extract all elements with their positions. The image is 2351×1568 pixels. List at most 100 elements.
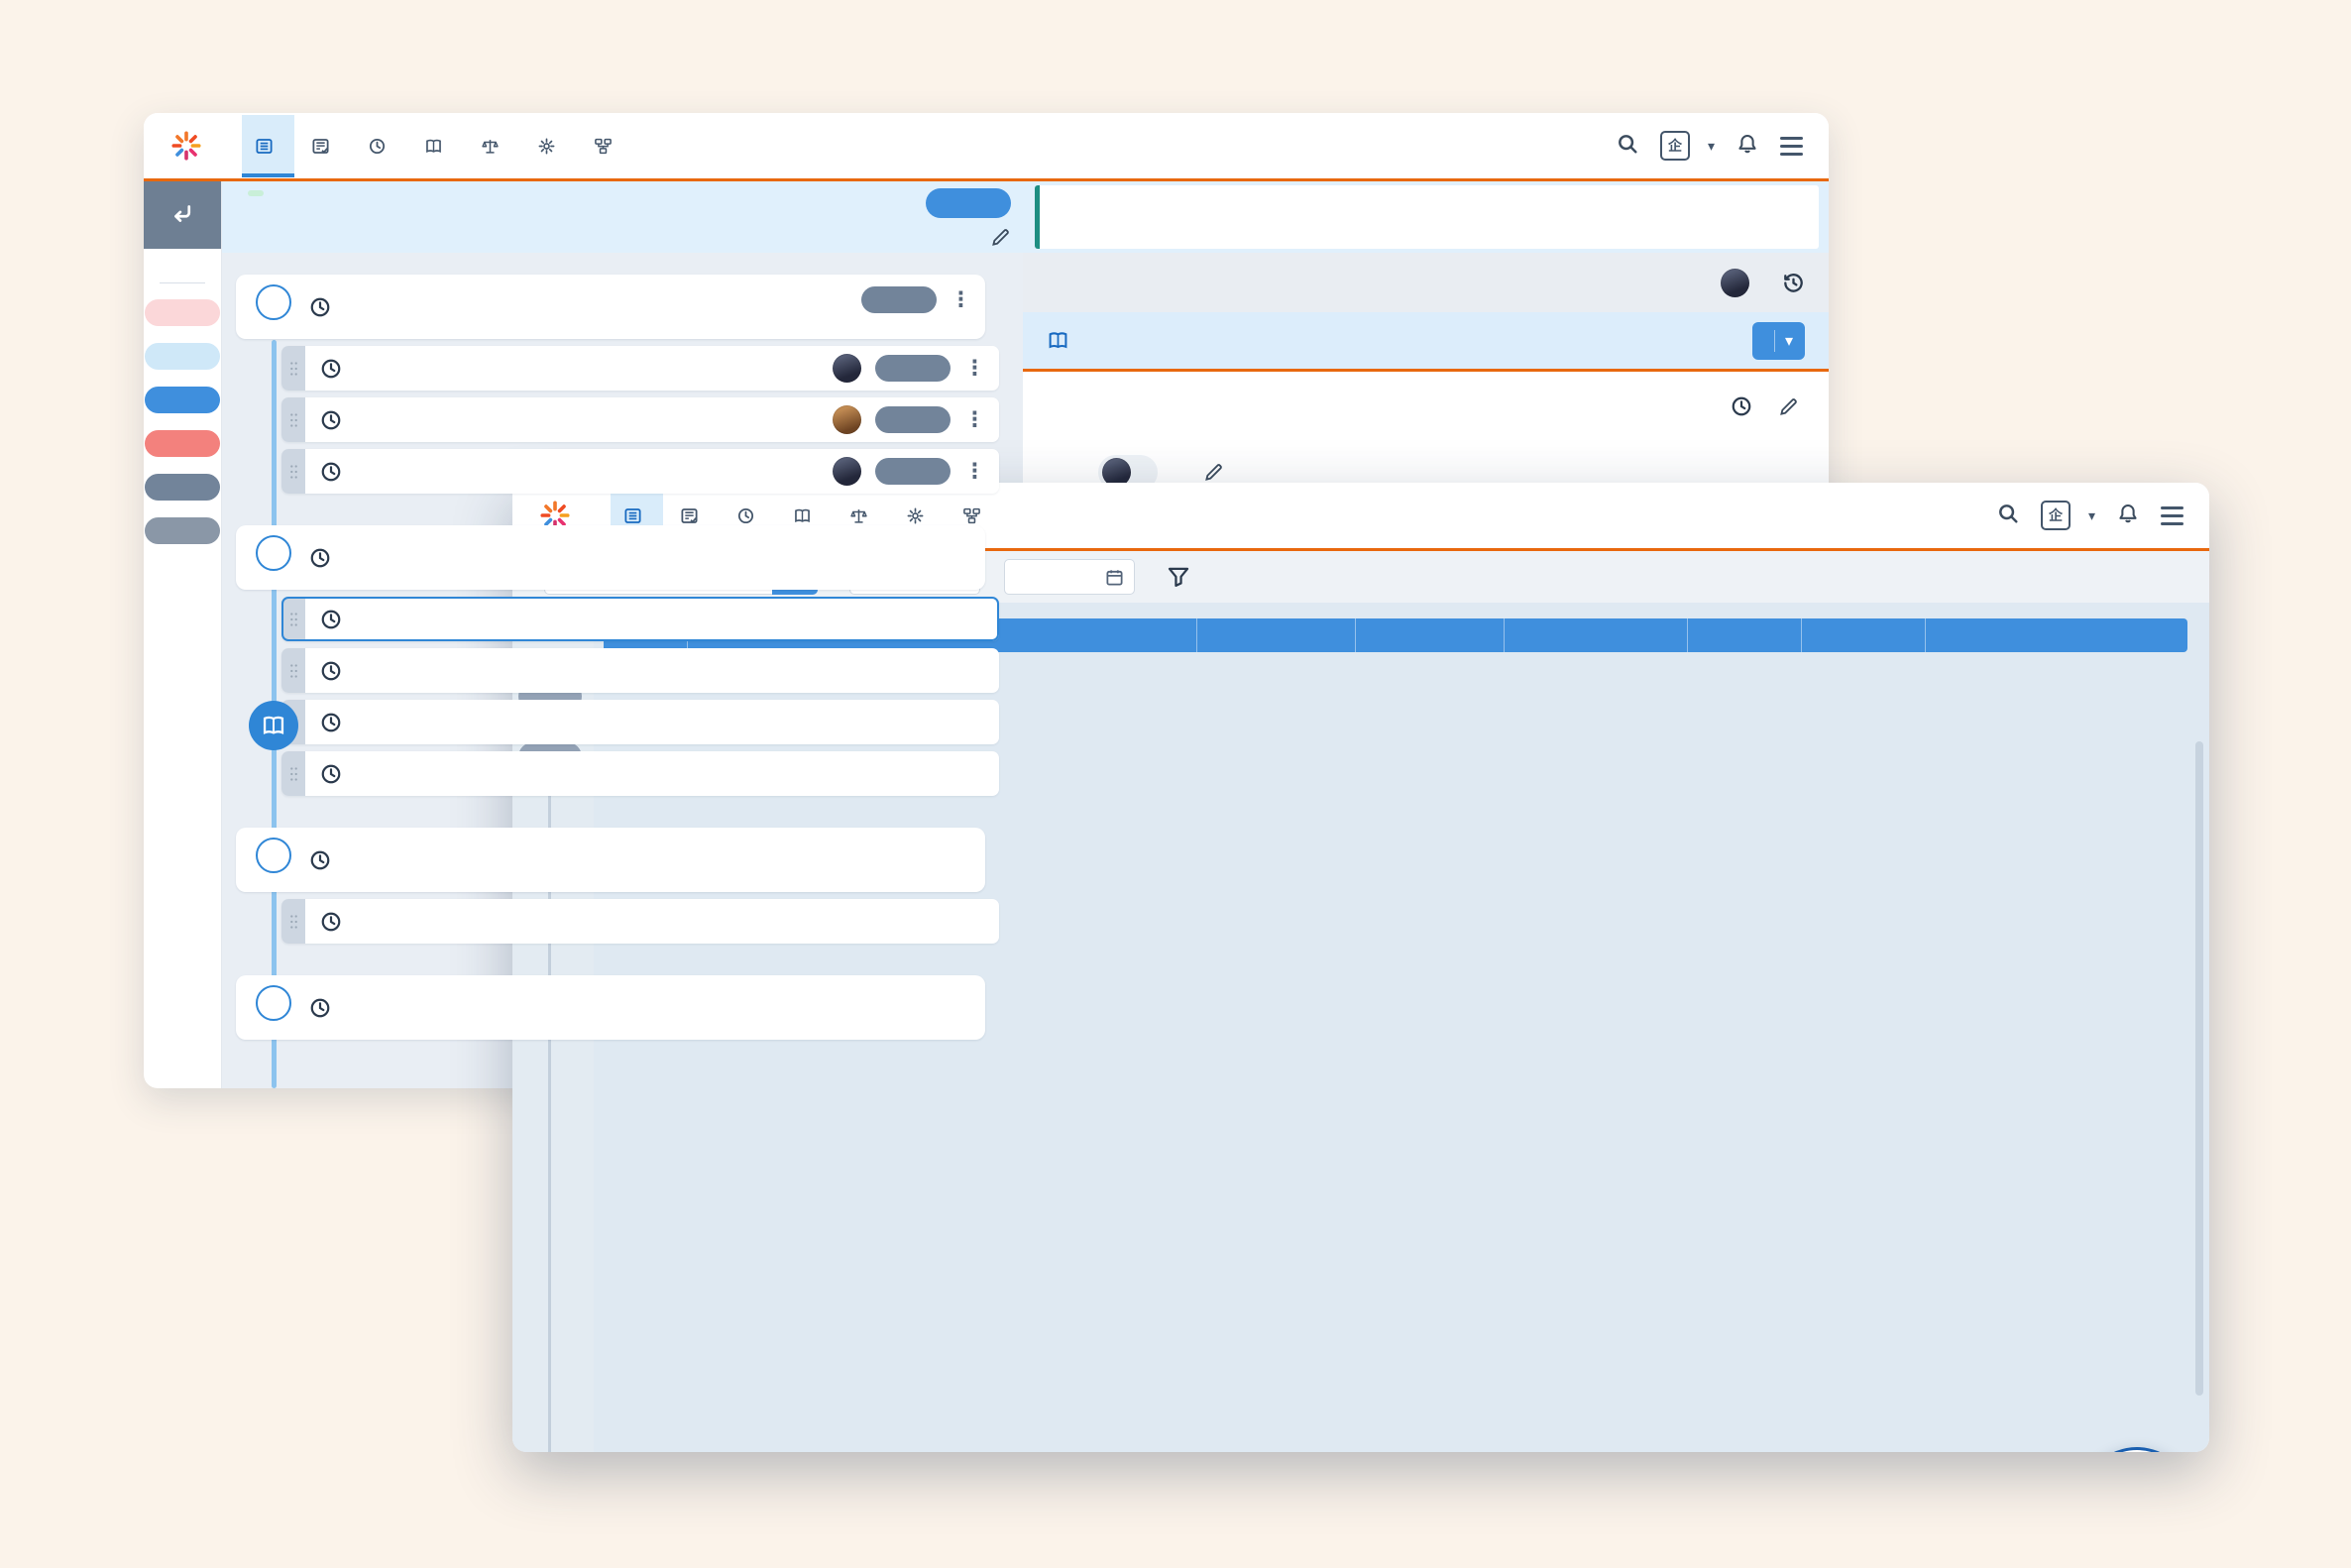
edit-task-icon[interactable] bbox=[1778, 396, 1799, 417]
book-icon bbox=[1049, 332, 1067, 349]
calendar-icon bbox=[1106, 569, 1123, 586]
left-rail bbox=[144, 181, 222, 1088]
avatar bbox=[1721, 268, 1749, 297]
step-number bbox=[256, 985, 291, 1021]
company-switcher[interactable]: 企 ▾ bbox=[1659, 131, 1715, 161]
nav-item-5[interactable] bbox=[524, 115, 577, 177]
status-count-4 bbox=[145, 474, 220, 504]
business-overview bbox=[1035, 185, 1819, 249]
status-count-badge bbox=[145, 430, 220, 457]
month-to-input[interactable] bbox=[1004, 559, 1135, 595]
chevron-down-icon: ▾ bbox=[1707, 137, 1715, 154]
drag-handle-icon[interactable] bbox=[281, 397, 305, 442]
status-count-badge bbox=[145, 343, 220, 370]
search-icon[interactable] bbox=[1997, 503, 2019, 529]
status-count-2 bbox=[145, 387, 220, 416]
task-row[interactable]: ⋮ bbox=[281, 346, 999, 391]
column-header-5 bbox=[1801, 618, 1925, 652]
history-icon[interactable] bbox=[1782, 272, 1805, 294]
edit-title-icon[interactable] bbox=[990, 227, 1011, 248]
search-icon[interactable] bbox=[1617, 133, 1638, 160]
column-header-6 bbox=[1925, 618, 2187, 652]
nav-item-1[interactable] bbox=[298, 115, 351, 177]
status-badge bbox=[926, 188, 1011, 218]
nav-item-3[interactable] bbox=[411, 115, 464, 177]
top-nav: 企 ▾ bbox=[144, 113, 1829, 181]
process-step-3[interactable] bbox=[236, 828, 985, 892]
process-step-2[interactable] bbox=[236, 525, 985, 590]
task-status-badge bbox=[875, 406, 951, 433]
drag-handle-icon[interactable] bbox=[281, 449, 305, 494]
nav-item-2[interactable] bbox=[724, 485, 776, 547]
nav-item-2[interactable] bbox=[355, 115, 407, 177]
status-count-3 bbox=[145, 430, 220, 460]
column-header-2 bbox=[1355, 618, 1504, 652]
step-number bbox=[256, 838, 291, 873]
task-row[interactable]: ⋮ bbox=[281, 449, 999, 494]
company-icon: 企 bbox=[1659, 131, 1690, 161]
nav-item-4[interactable] bbox=[468, 115, 520, 177]
last-updated bbox=[1023, 253, 1829, 312]
menu-icon[interactable] bbox=[2161, 505, 2183, 525]
app-logo bbox=[169, 129, 212, 163]
nav-item-6[interactable] bbox=[950, 485, 1002, 547]
column-header-1 bbox=[1196, 618, 1355, 652]
task-status-badge bbox=[875, 355, 951, 382]
chevron-down-icon: ▾ bbox=[2087, 506, 2095, 523]
back-button[interactable] bbox=[144, 181, 221, 249]
kebab-menu-icon[interactable]: ⋮ bbox=[964, 357, 985, 380]
nav-item-1[interactable] bbox=[667, 485, 720, 547]
status-count-badge bbox=[145, 387, 220, 413]
kebab-menu-icon[interactable]: ⋮ bbox=[964, 460, 985, 483]
app-logo bbox=[538, 499, 581, 532]
task-row[interactable] bbox=[281, 648, 999, 693]
column-header-3 bbox=[1504, 618, 1687, 652]
avatar bbox=[1102, 458, 1131, 487]
avatar bbox=[833, 405, 861, 434]
kebab-menu-icon[interactable]: ⋮ bbox=[964, 408, 985, 431]
divider bbox=[160, 282, 205, 283]
drag-handle-icon[interactable] bbox=[281, 597, 305, 641]
drag-handle-icon[interactable] bbox=[281, 899, 305, 944]
task-row[interactable] bbox=[281, 597, 999, 641]
kebab-menu-icon[interactable]: ⋮ bbox=[951, 288, 971, 311]
drag-handle-icon[interactable] bbox=[281, 751, 305, 796]
nav-item-3[interactable] bbox=[780, 485, 833, 547]
avatar bbox=[833, 457, 861, 486]
task-row[interactable] bbox=[281, 899, 999, 944]
avatar bbox=[833, 354, 861, 383]
manual-book-icon[interactable] bbox=[249, 701, 298, 750]
status-count-5 bbox=[145, 517, 220, 547]
notification-bell-icon[interactable] bbox=[1736, 133, 1758, 160]
process-step-4[interactable] bbox=[236, 975, 985, 1040]
open-manual-button[interactable] bbox=[1047, 329, 1078, 352]
edit-assignee-icon[interactable] bbox=[1203, 462, 1224, 483]
timeline bbox=[548, 648, 551, 1452]
scrollbar[interactable] bbox=[2195, 741, 2203, 1396]
column-header-4 bbox=[1687, 618, 1801, 652]
filter-funnel-icon[interactable] bbox=[1167, 565, 1190, 589]
nav-item-6[interactable] bbox=[581, 115, 633, 177]
status-count-badge bbox=[145, 517, 220, 544]
status-count-badge bbox=[145, 474, 220, 501]
company-switcher[interactable]: 企 ▾ bbox=[2040, 501, 2095, 530]
drag-handle-icon[interactable] bbox=[281, 346, 305, 391]
nav-item-5[interactable] bbox=[893, 485, 946, 547]
step-number bbox=[256, 284, 291, 320]
task-row[interactable]: ⋮ bbox=[281, 397, 999, 442]
menu-icon[interactable] bbox=[1780, 136, 1803, 156]
task-status-dropdown[interactable]: ▾ bbox=[1751, 321, 1805, 360]
chevron-down-icon: ▾ bbox=[1784, 332, 1793, 350]
clock-icon bbox=[1732, 396, 1751, 416]
process-step-1[interactable]: ⋮ bbox=[236, 275, 985, 339]
notification-bell-icon[interactable] bbox=[2117, 503, 2139, 529]
task-row[interactable] bbox=[281, 751, 999, 796]
company-icon: 企 bbox=[2040, 501, 2071, 530]
status-counts bbox=[145, 285, 220, 547]
return-icon bbox=[174, 204, 191, 222]
task-row[interactable] bbox=[281, 700, 999, 744]
nav-item-4[interactable] bbox=[837, 485, 889, 547]
nav-item-0[interactable] bbox=[242, 114, 294, 177]
category-badge bbox=[248, 190, 264, 196]
drag-handle-icon[interactable] bbox=[281, 648, 305, 693]
